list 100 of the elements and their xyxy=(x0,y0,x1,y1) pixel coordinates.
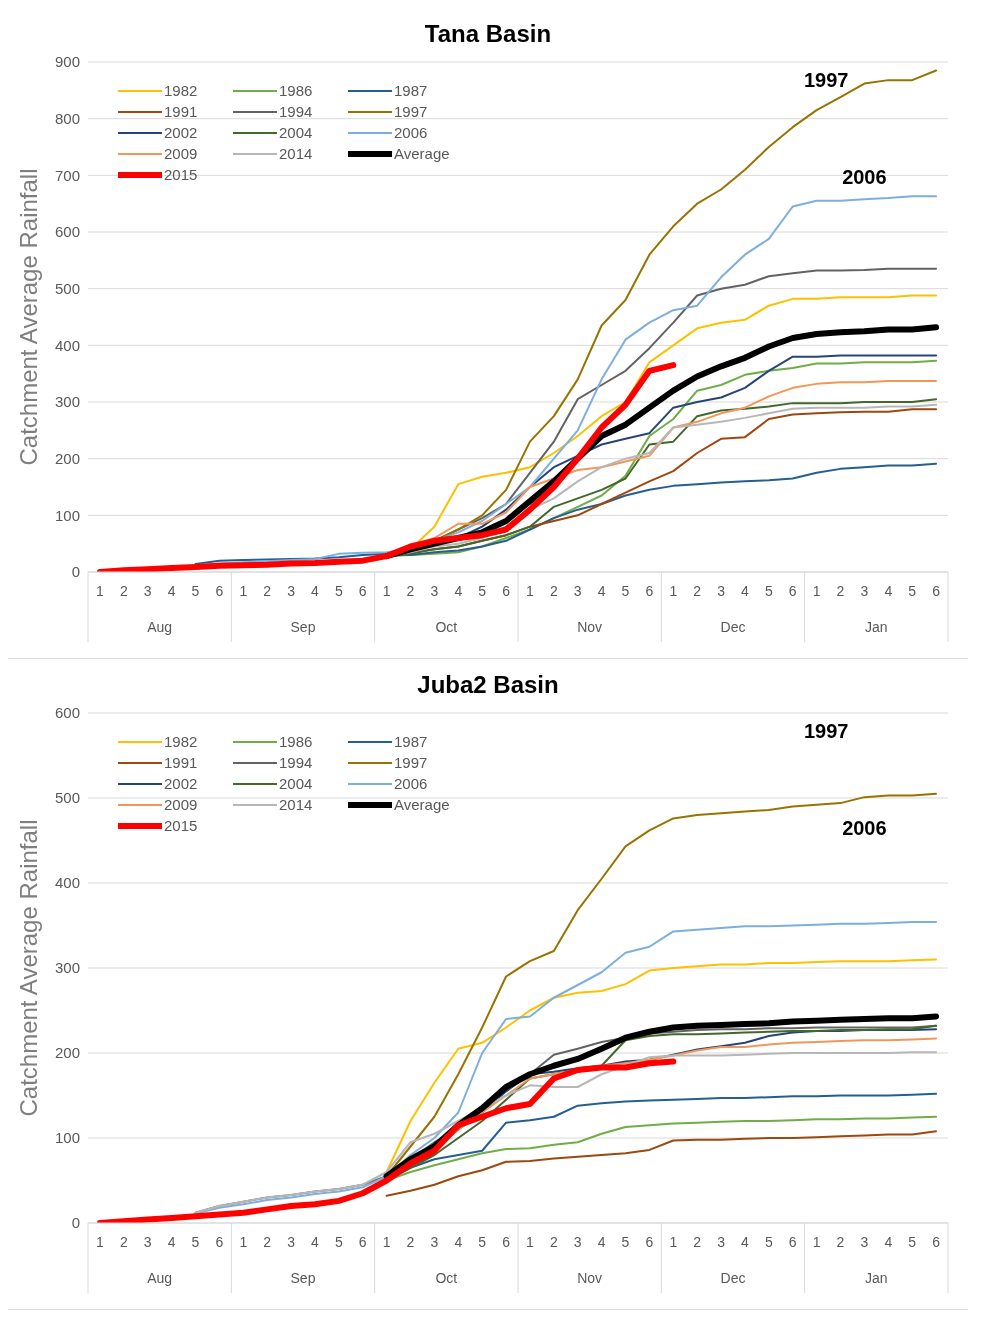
x-tick-label: 3 xyxy=(860,1234,869,1250)
legend-label: 2002 xyxy=(164,124,198,141)
x-tick-label: 3 xyxy=(717,1234,726,1250)
legend-label: 2006 xyxy=(394,124,428,141)
y-tick-label: 400 xyxy=(54,874,80,892)
x-tick-label: 5 xyxy=(764,583,773,599)
x-tick-label: 3 xyxy=(860,583,869,599)
x-tick-label: 6 xyxy=(215,1234,224,1250)
legend-label: 2002 xyxy=(164,775,198,792)
legend-label: 2014 xyxy=(279,145,313,162)
y-axis-title: Catchment Average Rainfall xyxy=(14,819,42,1117)
y-tick-label: 100 xyxy=(54,1129,80,1147)
x-tick-label: 2 xyxy=(263,1234,272,1250)
y-tick-label: 500 xyxy=(54,279,80,297)
legend-label: 1982 xyxy=(164,82,198,99)
legend-label: 1982 xyxy=(164,733,198,750)
x-tick-label: 2 xyxy=(263,583,272,599)
x-tick-label: 1 xyxy=(96,583,105,599)
x-tick-label: 3 xyxy=(287,583,296,599)
x-tick-label: 1 xyxy=(669,583,678,599)
x-tick-label: 3 xyxy=(573,1234,582,1250)
x-tick-label: 4 xyxy=(454,583,463,599)
x-tick-label: 5 xyxy=(334,583,343,599)
y-tick-label: 800 xyxy=(54,109,80,127)
legend-label: 2009 xyxy=(164,145,198,162)
x-tick-label: 6 xyxy=(788,1234,797,1250)
x-tick-label: 6 xyxy=(932,1234,941,1250)
x-tick-label: 4 xyxy=(311,1234,320,1250)
legend-label: 2015 xyxy=(164,166,198,183)
y-tick-label: 0 xyxy=(71,563,80,581)
text: Jan xyxy=(865,1270,888,1286)
x-tick-label: 1 xyxy=(812,1234,821,1250)
text: Aug xyxy=(147,1270,173,1286)
x-tick-label: 1 xyxy=(239,1234,248,1250)
x-tick-label: 1 xyxy=(382,583,391,599)
legend-label: 1987 xyxy=(394,733,428,750)
x-tick-label: 1 xyxy=(239,583,248,599)
x-tick-label: 2 xyxy=(693,583,702,599)
x-tick-label: 2 xyxy=(836,583,845,599)
x-tick-label: 5 xyxy=(908,1234,917,1250)
legend-label: 1987 xyxy=(394,82,428,99)
text: Oct xyxy=(435,619,458,635)
x-tick-label: 3 xyxy=(430,583,439,599)
x-tick-label: 4 xyxy=(884,583,893,599)
x-tick-label: 5 xyxy=(334,1234,343,1250)
x-tick-label: 2 xyxy=(836,1234,845,1250)
y-tick-label: 700 xyxy=(54,166,80,184)
x-tick-label: 2 xyxy=(549,583,558,599)
x-tick-label: 3 xyxy=(143,1234,152,1250)
x-tick-label: 1 xyxy=(96,1234,105,1250)
annotation: 1997 xyxy=(803,719,849,742)
x-tick-label: 2 xyxy=(119,583,128,599)
x-tick-label: 6 xyxy=(502,1234,511,1250)
y-tick-label: 200 xyxy=(54,1044,80,1062)
legend-label: 1986 xyxy=(279,82,313,99)
x-tick-label: 2 xyxy=(119,1234,128,1250)
legend-label: Average xyxy=(394,145,450,162)
x-tick-label: 1 xyxy=(526,1234,535,1250)
x-tick-label: 4 xyxy=(311,583,320,599)
legend-label: Average xyxy=(394,796,450,813)
y-tick-label: 500 xyxy=(54,789,80,807)
x-tick-label: 3 xyxy=(430,1234,439,1250)
x-tick-label: 3 xyxy=(573,583,582,599)
x-tick-label: 6 xyxy=(645,583,654,599)
y-tick-label: 300 xyxy=(54,393,80,411)
x-tick-label: 1 xyxy=(526,583,535,599)
x-tick-label: 3 xyxy=(143,583,152,599)
text: Oct xyxy=(435,1270,458,1286)
legend-label: 2004 xyxy=(279,775,313,792)
y-tick-label: 600 xyxy=(54,223,80,241)
text: Dec xyxy=(720,1270,746,1286)
text: Nov xyxy=(577,1270,603,1286)
x-tick-label: 5 xyxy=(191,1234,200,1250)
annotation: 2006 xyxy=(842,816,887,839)
y-tick-label: 900 xyxy=(54,53,80,71)
x-tick-label: 1 xyxy=(382,1234,391,1250)
y-tick-label: 200 xyxy=(54,449,80,467)
x-tick-label: 6 xyxy=(788,583,797,599)
legend-label: 1997 xyxy=(394,754,428,771)
chart-title: Juba2 Basin xyxy=(416,670,560,700)
text: Sep xyxy=(290,1270,316,1286)
legend-label: 1997 xyxy=(394,103,428,120)
x-tick-label: 4 xyxy=(597,1234,606,1250)
legend-label: 1986 xyxy=(279,733,313,750)
text: Jan xyxy=(865,619,888,635)
x-tick-label: 4 xyxy=(741,583,750,599)
x-tick-label: 6 xyxy=(932,583,941,599)
x-tick-label: 5 xyxy=(621,583,630,599)
legend-label: 2004 xyxy=(279,124,313,141)
x-tick-label: 1 xyxy=(812,583,821,599)
legend-label: 2014 xyxy=(279,796,313,813)
x-tick-label: 6 xyxy=(215,583,224,599)
x-tick-label: 5 xyxy=(191,583,200,599)
x-tick-label: 5 xyxy=(908,583,917,599)
x-tick-label: 5 xyxy=(478,1234,487,1250)
x-tick-label: 2 xyxy=(406,1234,415,1250)
x-tick-label: 1 xyxy=(669,1234,678,1250)
legend-label: 1991 xyxy=(164,754,198,771)
y-axis-title: Catchment Average Rainfall xyxy=(14,168,42,466)
x-tick-label: 2 xyxy=(693,1234,702,1250)
